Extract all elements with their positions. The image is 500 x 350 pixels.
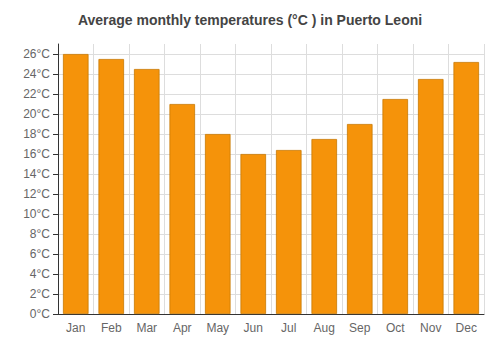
svg-text:Jan: Jan: [66, 321, 85, 335]
svg-text:24°C: 24°C: [23, 67, 50, 81]
svg-text:Mar: Mar: [136, 321, 157, 335]
svg-text:18°C: 18°C: [23, 127, 50, 141]
svg-text:Aug: Aug: [314, 321, 335, 335]
svg-text:22°C: 22°C: [23, 87, 50, 101]
svg-text:16°C: 16°C: [23, 147, 50, 161]
svg-text:Oct: Oct: [386, 321, 405, 335]
svg-text:Feb: Feb: [101, 321, 122, 335]
svg-text:8°C: 8°C: [30, 227, 50, 241]
svg-text:10°C: 10°C: [23, 207, 50, 221]
svg-text:Sep: Sep: [349, 321, 371, 335]
svg-text:Average monthly temperatures (: Average monthly temperatures (°C ) in Pu…: [78, 12, 422, 28]
svg-text:0°C: 0°C: [30, 307, 50, 321]
svg-text:Jul: Jul: [281, 321, 296, 335]
svg-text:4°C: 4°C: [30, 267, 50, 281]
svg-text:Nov: Nov: [420, 321, 441, 335]
svg-text:Apr: Apr: [173, 321, 192, 335]
svg-text:6°C: 6°C: [30, 247, 50, 261]
svg-text:Jun: Jun: [244, 321, 263, 335]
svg-text:May: May: [206, 321, 229, 335]
svg-text:Dec: Dec: [456, 321, 477, 335]
svg-text:20°C: 20°C: [23, 107, 50, 121]
svg-text:2°C: 2°C: [30, 287, 50, 301]
svg-text:14°C: 14°C: [23, 167, 50, 181]
svg-text:12°C: 12°C: [23, 187, 50, 201]
svg-text:26°C: 26°C: [23, 47, 50, 61]
